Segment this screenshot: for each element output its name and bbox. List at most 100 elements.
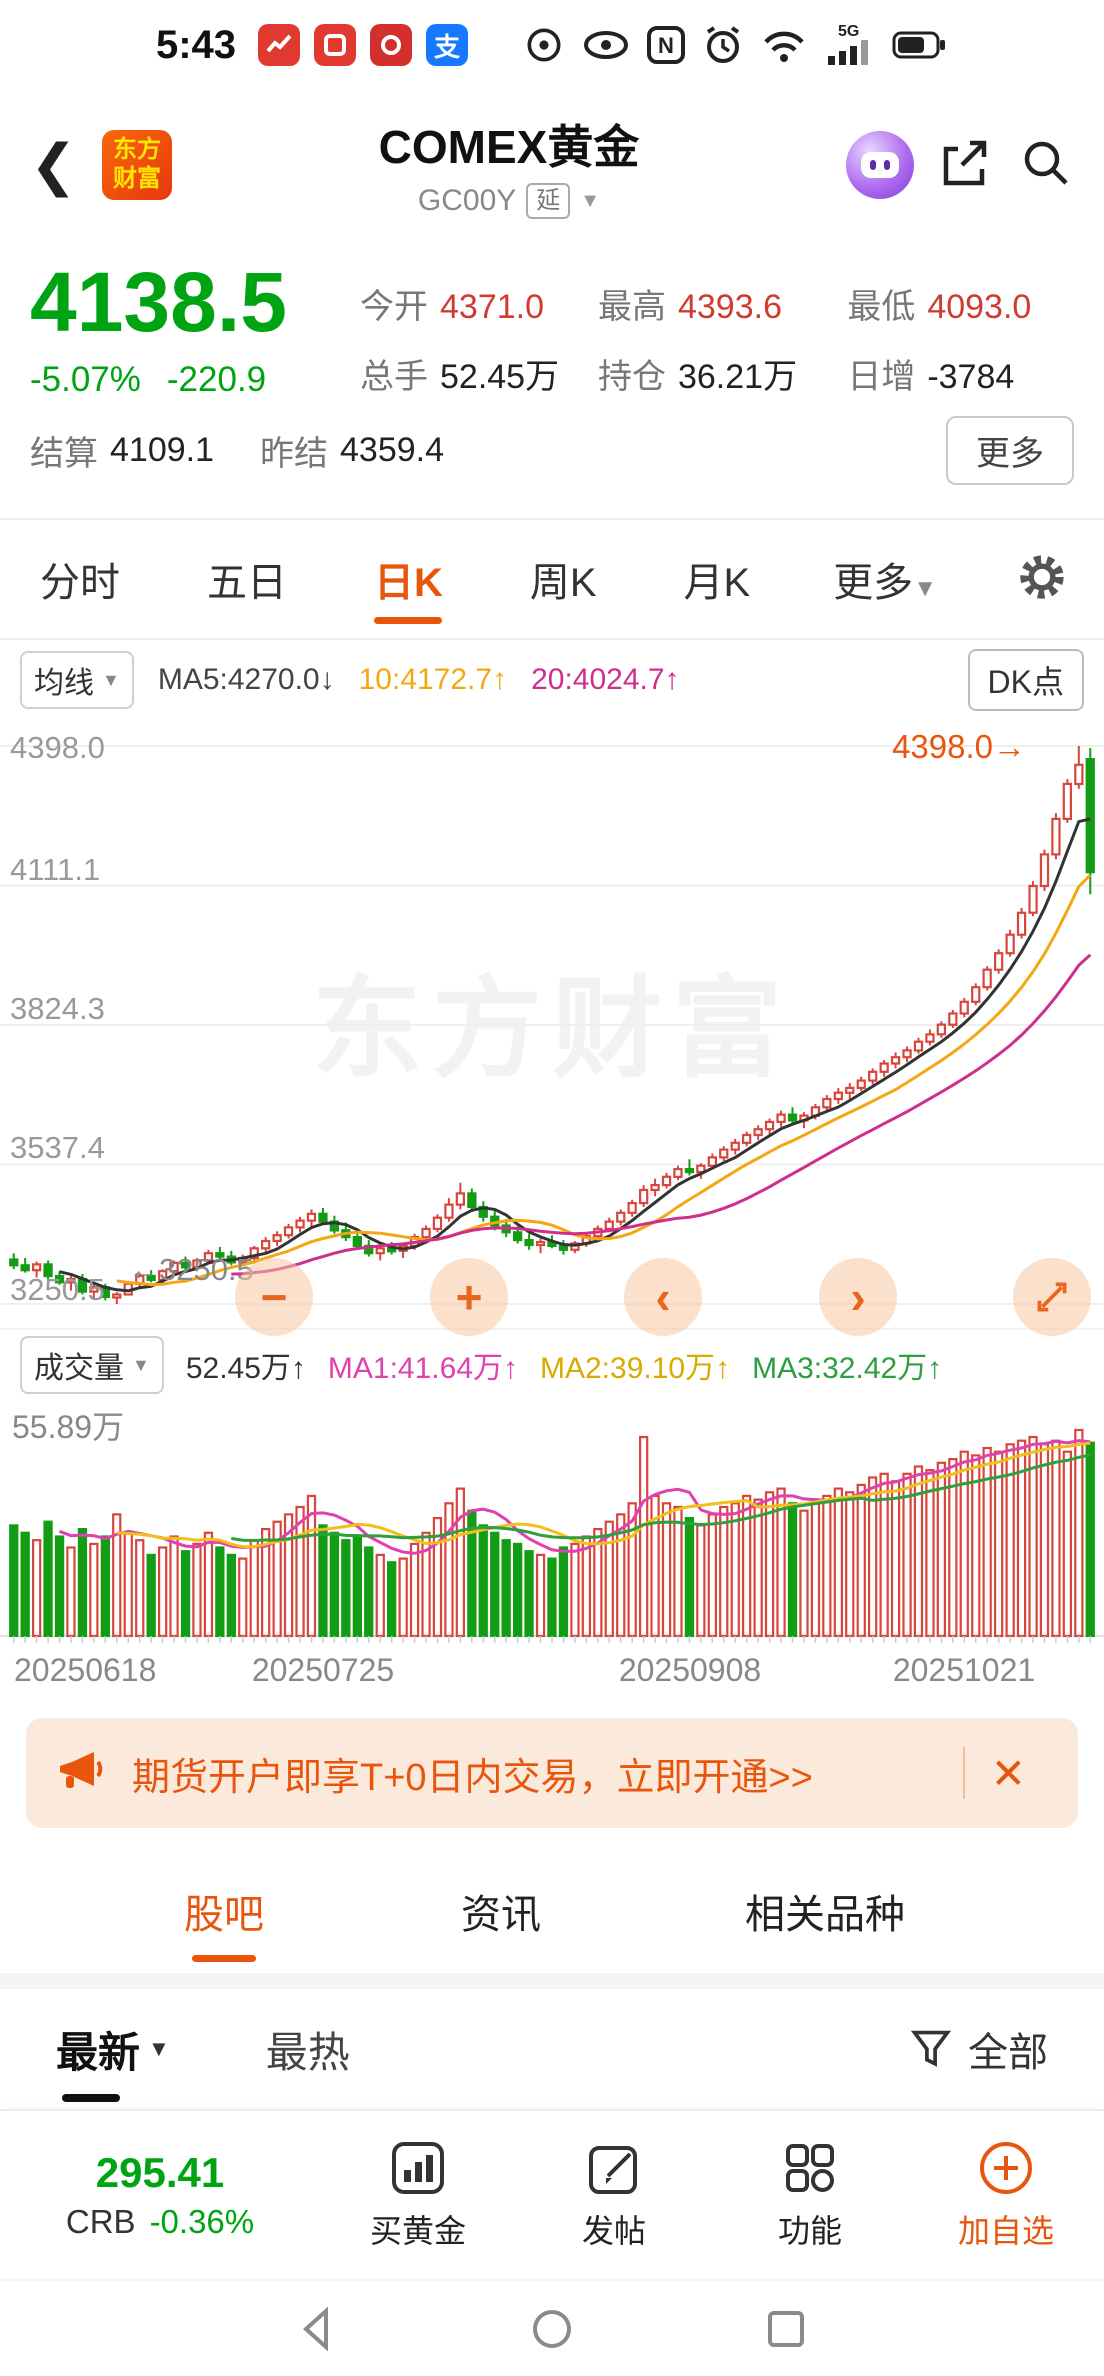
volume-selector-button[interactable]: 成交量 ▼ xyxy=(20,1336,164,1394)
page-title: COMEX黄金 xyxy=(378,121,640,174)
eye-icon xyxy=(582,28,630,62)
features-button[interactable]: 功能 xyxy=(712,2138,908,2252)
clock-time: 5:43 xyxy=(155,22,237,67)
app-notification-icon xyxy=(314,24,357,66)
contract-code: GC00Y xyxy=(417,184,517,217)
volume-field: 总手 52.45万 xyxy=(360,357,560,396)
post-button[interactable]: 发帖 xyxy=(516,2138,712,2252)
price-chart-svg xyxy=(0,745,1104,1305)
settle-value: 4109.1 xyxy=(110,430,214,469)
megaphone-icon xyxy=(52,1744,106,1803)
wifi-icon xyxy=(760,26,808,64)
status-bar: 5:43 支 N 5G xyxy=(0,0,1104,90)
volume-ma3: MA3:32.42万↑ xyxy=(752,1352,943,1385)
header: ❮ 东方 财富 COMEX黄金 GC00Y 延 ▼ xyxy=(0,90,1104,240)
tab-minute[interactable]: 分时 xyxy=(40,561,120,605)
plus-circle-icon xyxy=(976,2138,1036,2198)
zoom-out-button[interactable]: − xyxy=(235,1258,313,1336)
tab-monthly-k[interactable]: 月K xyxy=(683,561,751,605)
y-axis-label: 3537.4 xyxy=(10,1130,105,1165)
tab-guba[interactable]: 股吧 xyxy=(184,1882,264,1940)
fullscreen-button[interactable] xyxy=(1013,1258,1091,1336)
grid-icon xyxy=(780,2138,840,2198)
low-price-annotation: ←3250.5 xyxy=(128,1252,254,1287)
battery-icon xyxy=(892,30,948,60)
low-field: 最低 4093.0 xyxy=(847,287,1032,326)
tab-news[interactable]: 资讯 xyxy=(461,1892,541,1937)
buy-gold-icon xyxy=(388,2138,448,2198)
zoom-in-button[interactable]: + xyxy=(430,1258,508,1336)
screen-record-icon xyxy=(522,23,566,67)
pan-right-button[interactable]: › xyxy=(819,1258,897,1336)
signal-5g-icon: 5G xyxy=(824,22,876,68)
dk-point-button[interactable]: DK点 xyxy=(967,649,1084,711)
pan-left-button[interactable]: ‹ xyxy=(624,1258,702,1336)
chevron-down-icon: ▼ xyxy=(580,189,601,212)
current-price-block: 4138.5 -5.07% -220.9 xyxy=(30,258,360,408)
search-button[interactable] xyxy=(1018,135,1074,196)
tab-more[interactable]: 更多▼ xyxy=(833,561,937,605)
promo-banner[interactable]: 期货开户即享T+0日内交易，立即开通>> ✕ xyxy=(26,1718,1078,1828)
y-axis-label: 3824.3 xyxy=(10,991,105,1026)
alarm-icon xyxy=(702,24,744,66)
crb-index-name: CRB xyxy=(65,2203,136,2240)
android-recents-button[interactable] xyxy=(762,2305,810,2353)
promo-text[interactable]: 期货开户即享T+0日内交易，立即开通>> xyxy=(132,1756,813,1799)
ai-assistant-button[interactable] xyxy=(846,131,914,199)
settlement-row: 结算 4109.1 昨结 4359.4 更多 xyxy=(30,408,1074,492)
eastmoney-logo: 东方 财富 xyxy=(102,130,172,200)
ma-indicator-bar: 均线 ▼ MA5:4270.0↓ 10:4172.7↑ 20:4024.7↑ DK… xyxy=(0,640,1104,720)
crb-index-change: -0.36% xyxy=(149,2203,255,2240)
share-button[interactable] xyxy=(938,135,994,196)
tab-5day[interactable]: 五日 xyxy=(206,561,287,605)
back-button[interactable]: ❮ xyxy=(30,133,77,196)
period-tabs: 分时 五日 日K 周K 月K 更多▼ xyxy=(0,520,1104,640)
open-field: 今开 4371.0 xyxy=(360,287,544,326)
add-watchlist-button[interactable]: 加自选 xyxy=(908,2138,1104,2252)
sort-latest-button[interactable]: 最新 ▼ xyxy=(56,2019,170,2102)
android-home-button[interactable] xyxy=(528,2305,576,2353)
high-price-annotation: 4398.0→ xyxy=(892,728,1026,765)
daily-increase-field: 日增 -3784 xyxy=(847,357,1015,396)
date-label: 20251021 xyxy=(892,1652,1036,1688)
more-button[interactable]: 更多 xyxy=(946,415,1074,485)
change-percent: -5.07% xyxy=(30,360,141,400)
filter-all-button[interactable]: 全部 xyxy=(908,2020,1048,2078)
tab-daily-k[interactable]: 日K xyxy=(370,536,447,622)
date-label: 20250618 xyxy=(14,1652,157,1688)
volume-ma1: MA1:41.64万↑ xyxy=(327,1352,518,1385)
android-back-button[interactable] xyxy=(294,2305,342,2353)
header-title-block: COMEX黄金 GC00Y 延 ▼ xyxy=(196,111,822,219)
y-axis-label: 4398.0 xyxy=(10,730,105,765)
y-axis-label: 3250.5 xyxy=(10,1272,105,1307)
promo-banner-zone: 期货开户即享T+0日内交易，立即开通>> ✕ xyxy=(0,1698,1104,1848)
ma5-value: MA5:4270.0↓ xyxy=(157,663,335,696)
tab-related-products[interactable]: 相关品种 xyxy=(745,1892,905,1937)
current-volume: 52.45万↑ xyxy=(185,1352,306,1385)
contract-selector[interactable]: GC00Y 延 ▼ xyxy=(417,183,601,219)
chart-app-notification-icon xyxy=(258,24,301,66)
crb-index-block[interactable]: 295.41 CRB -0.36% xyxy=(0,2149,320,2241)
quote-fields: 今开 4371.0 最高 4393.6 最低 4093.0 总手 52.45万 持仓 36… xyxy=(360,258,1074,408)
status-icons-group: N 5G xyxy=(522,22,948,68)
section-divider xyxy=(0,1973,1104,1989)
ma10-value: 10:4172.7↑ xyxy=(358,663,508,696)
volume-ma2: MA2:39.10万↑ xyxy=(540,1352,731,1385)
alipay-notification-icon: 支 xyxy=(426,24,469,66)
high-field: 最高 4393.6 xyxy=(597,287,782,326)
close-icon[interactable]: ✕ xyxy=(990,1749,1026,1797)
volume-chart-svg xyxy=(0,1428,1104,1643)
chart-settings-gear-icon[interactable] xyxy=(1016,551,1068,608)
divider xyxy=(962,1747,965,1799)
ma-selector-button[interactable]: 均线 ▼ xyxy=(20,651,134,709)
buy-gold-button[interactable]: 买黄金 xyxy=(320,2138,516,2252)
camera-app-notification-icon xyxy=(370,24,413,66)
crb-index-value: 295.41 xyxy=(95,2149,225,2196)
candlestick-chart[interactable]: 东方财富 4398.0 4111.1 3824.3 3537.4 3250.5 … xyxy=(0,720,1104,1336)
android-nav-bar xyxy=(0,2279,1104,2376)
sort-hottest-button[interactable]: 最热 xyxy=(265,2028,350,2076)
tab-weekly-k[interactable]: 周K xyxy=(529,561,597,605)
date-label: 20250725 xyxy=(251,1652,395,1688)
volume-chart[interactable]: 55.89万 xyxy=(0,1400,1104,1650)
